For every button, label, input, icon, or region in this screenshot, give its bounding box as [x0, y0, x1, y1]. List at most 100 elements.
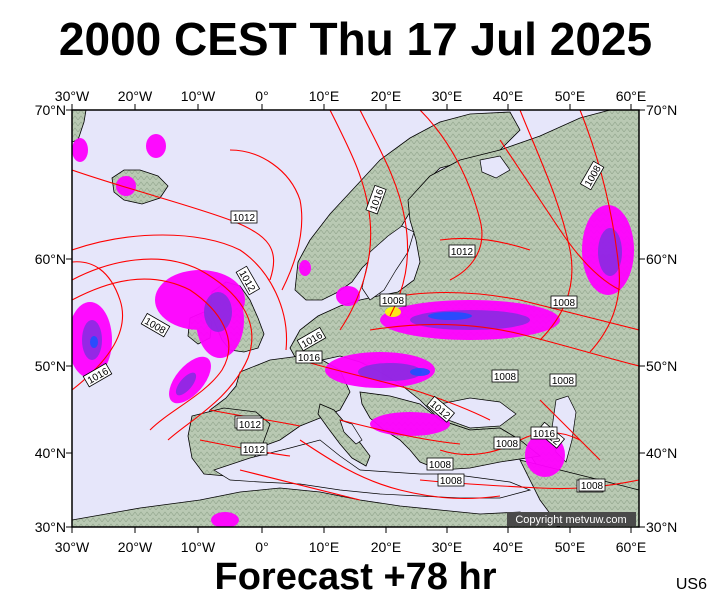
isobar	[72, 278, 230, 431]
isobar-label-box	[579, 160, 605, 191]
longitude-label: 20°W	[118, 539, 153, 555]
precip-region-heavy	[410, 368, 430, 376]
precip-region	[116, 176, 136, 196]
longitude-label: 30°W	[55, 539, 90, 555]
isobar-label-box	[295, 350, 323, 364]
isobar-label: 1012	[236, 417, 264, 431]
isobar-label-box	[493, 436, 521, 450]
isobar-label-text: 1012	[451, 247, 474, 258]
longitude-label: 50°E	[555, 539, 586, 555]
isobar-label: 1008	[437, 473, 465, 487]
map-layers	[72, 110, 639, 527]
isobar-label-box	[236, 417, 264, 431]
latitude-labels-right: 70°N 60°N 50°N 40°N 30°N	[646, 102, 677, 535]
isobar-label-box	[426, 457, 454, 471]
isobar-label-text: 1008	[429, 460, 452, 471]
longitude-label: 40°E	[493, 88, 524, 104]
precip-region	[211, 512, 239, 527]
isobar-label-box	[230, 210, 258, 224]
longitude-label: 50°E	[555, 88, 586, 104]
precip-region	[299, 260, 311, 276]
isobar-label-text: 1008	[440, 476, 463, 487]
isobar-label-box	[296, 326, 327, 352]
longitude-label: 30°E	[432, 88, 463, 104]
isobar-label-box	[365, 184, 387, 215]
forecast-hour-label: Forecast +78 hr	[214, 556, 497, 598]
precip-region-mid	[598, 228, 622, 276]
isobar	[419, 110, 483, 281]
precip-region-mid	[410, 310, 530, 330]
copyright-text: Copyright metvuw.com	[515, 514, 626, 526]
model-code: US6	[675, 576, 707, 593]
isobar-label-box	[448, 244, 476, 258]
longitude-label: 10°W	[181, 539, 216, 555]
latitude-label: 40°N	[646, 445, 677, 461]
isobar-label: 1008	[549, 373, 577, 387]
isobar-label-box	[530, 426, 558, 440]
latitude-label: 50°N	[35, 358, 66, 374]
isobar-label: 1012	[240, 442, 268, 456]
longitude-label: 60°E	[616, 539, 647, 555]
isobar-label-box	[437, 473, 465, 487]
greenland-land	[72, 110, 87, 143]
copyright-box	[507, 512, 636, 526]
isobar-label-text: 1008	[382, 296, 405, 307]
longitude-label: 20°E	[371, 539, 402, 555]
isobar-label-text: 1008	[552, 376, 575, 387]
latitude-labels-left: 70°N 60°N 50°N 40°N 30°N	[35, 102, 66, 535]
isobar	[72, 234, 288, 351]
precip-region	[72, 138, 88, 162]
isobar	[72, 169, 275, 281]
isobar	[539, 399, 601, 461]
longitude-label: 10°E	[309, 539, 340, 555]
isobar	[359, 110, 409, 317]
isobar-label-box	[140, 312, 171, 338]
isobar-label-text: 1008	[581, 481, 604, 492]
isobar-label-text: 1016	[298, 353, 321, 364]
isobar-label-box	[549, 373, 577, 387]
isobar-label-text: 1016	[533, 429, 556, 440]
isobar	[72, 261, 124, 391]
latitude-label: 70°N	[646, 102, 677, 118]
black-sea	[439, 397, 517, 429]
isobar-label: 1008	[550, 295, 578, 309]
longitude-labels-bottom: 30°W 20°W 10°W 0° 10°E 20°E 30°E 40°E 50°E 60°E	[55, 539, 646, 555]
longitude-label: 10°W	[181, 88, 216, 104]
axis-ticks	[66, 104, 645, 533]
precip-region-heavy	[428, 312, 472, 320]
isobar	[299, 439, 501, 500]
isobar	[72, 258, 253, 441]
isobar-label: 1008	[379, 293, 407, 307]
latitude-label: 50°N	[646, 358, 677, 374]
longitude-label: 0°	[255, 88, 268, 104]
longitude-label: 10°E	[309, 88, 340, 104]
white-sea	[479, 155, 511, 179]
precip-region-heavy	[90, 336, 98, 348]
isobar	[439, 237, 531, 251]
map-title: 2000 CEST Thu 17 Jul 2025	[58, 13, 653, 65]
isobar	[499, 139, 621, 291]
isobar-label-box	[426, 395, 456, 423]
isobar-label-box	[240, 442, 268, 456]
isobar-label-text: 1008	[496, 439, 519, 450]
isobar-label: 1008	[491, 369, 519, 383]
precip-region	[336, 286, 360, 306]
longitude-label: 40°E	[493, 539, 524, 555]
precip-region	[370, 412, 450, 436]
longitude-label: 20°E	[371, 88, 402, 104]
isobar	[379, 291, 639, 331]
precip-region-heavy	[385, 307, 401, 317]
isobar-label: 1008	[493, 436, 521, 450]
isobar-label-text: 1008	[553, 298, 576, 309]
precip-region-mid	[175, 372, 197, 396]
latitude-label: 70°N	[35, 102, 66, 118]
isobar-label-box	[550, 295, 578, 309]
isobar-label-text: 1012	[243, 445, 266, 456]
isobar	[339, 419, 461, 445]
isobar	[369, 323, 639, 367]
isobar-label-text: 1008	[494, 372, 517, 383]
italy-land	[317, 403, 371, 467]
latitude-label: 60°N	[35, 251, 66, 267]
precip-region	[146, 134, 166, 158]
